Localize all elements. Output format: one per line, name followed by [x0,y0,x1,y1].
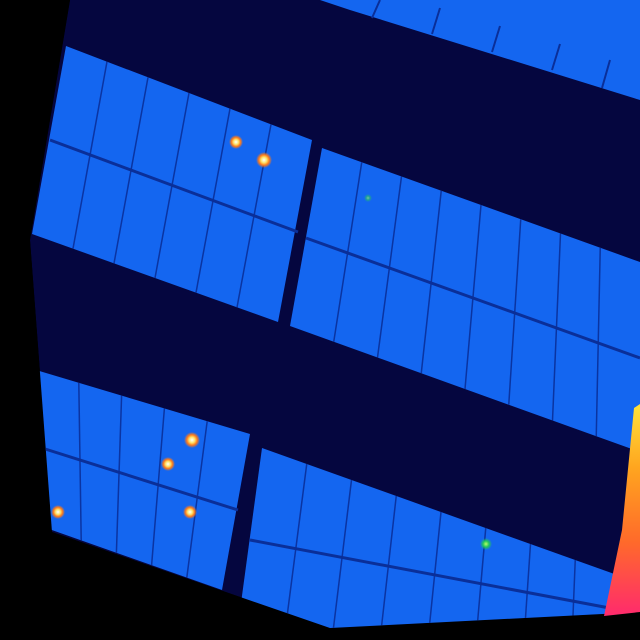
cell-divider [551,233,562,421]
color-scale-bar [604,404,640,616]
warm-spot [480,538,492,550]
cell-divider [333,162,363,342]
hot-spots [51,135,492,550]
cell-divider [154,92,190,279]
cell-divider [376,176,403,358]
cell-divider [379,495,397,628]
cell-divider [427,511,442,628]
cell-divider [113,77,149,264]
cell-divider [331,479,353,628]
cell-divider [78,382,82,541]
cell-divider [595,247,601,437]
cell-divider [115,395,123,553]
hot-spot [184,432,200,448]
hot-spot [229,135,243,149]
warm-spot [364,194,372,202]
panel-row-top [320,0,640,100]
hot-spot [161,457,175,471]
cell-divider [420,190,442,374]
cell-grid [72,61,601,628]
panel-block-bottom-left [36,370,250,590]
hot-spot [183,505,197,519]
cell-divider [195,108,231,293]
cell-divider [186,421,208,578]
cell-divider [150,408,166,566]
cell-divider [72,61,108,249]
hot-spot [51,505,65,519]
cell-divider [464,204,482,390]
hot-spot [256,152,272,168]
cell-divider [508,219,522,405]
cell-divider [283,463,308,628]
